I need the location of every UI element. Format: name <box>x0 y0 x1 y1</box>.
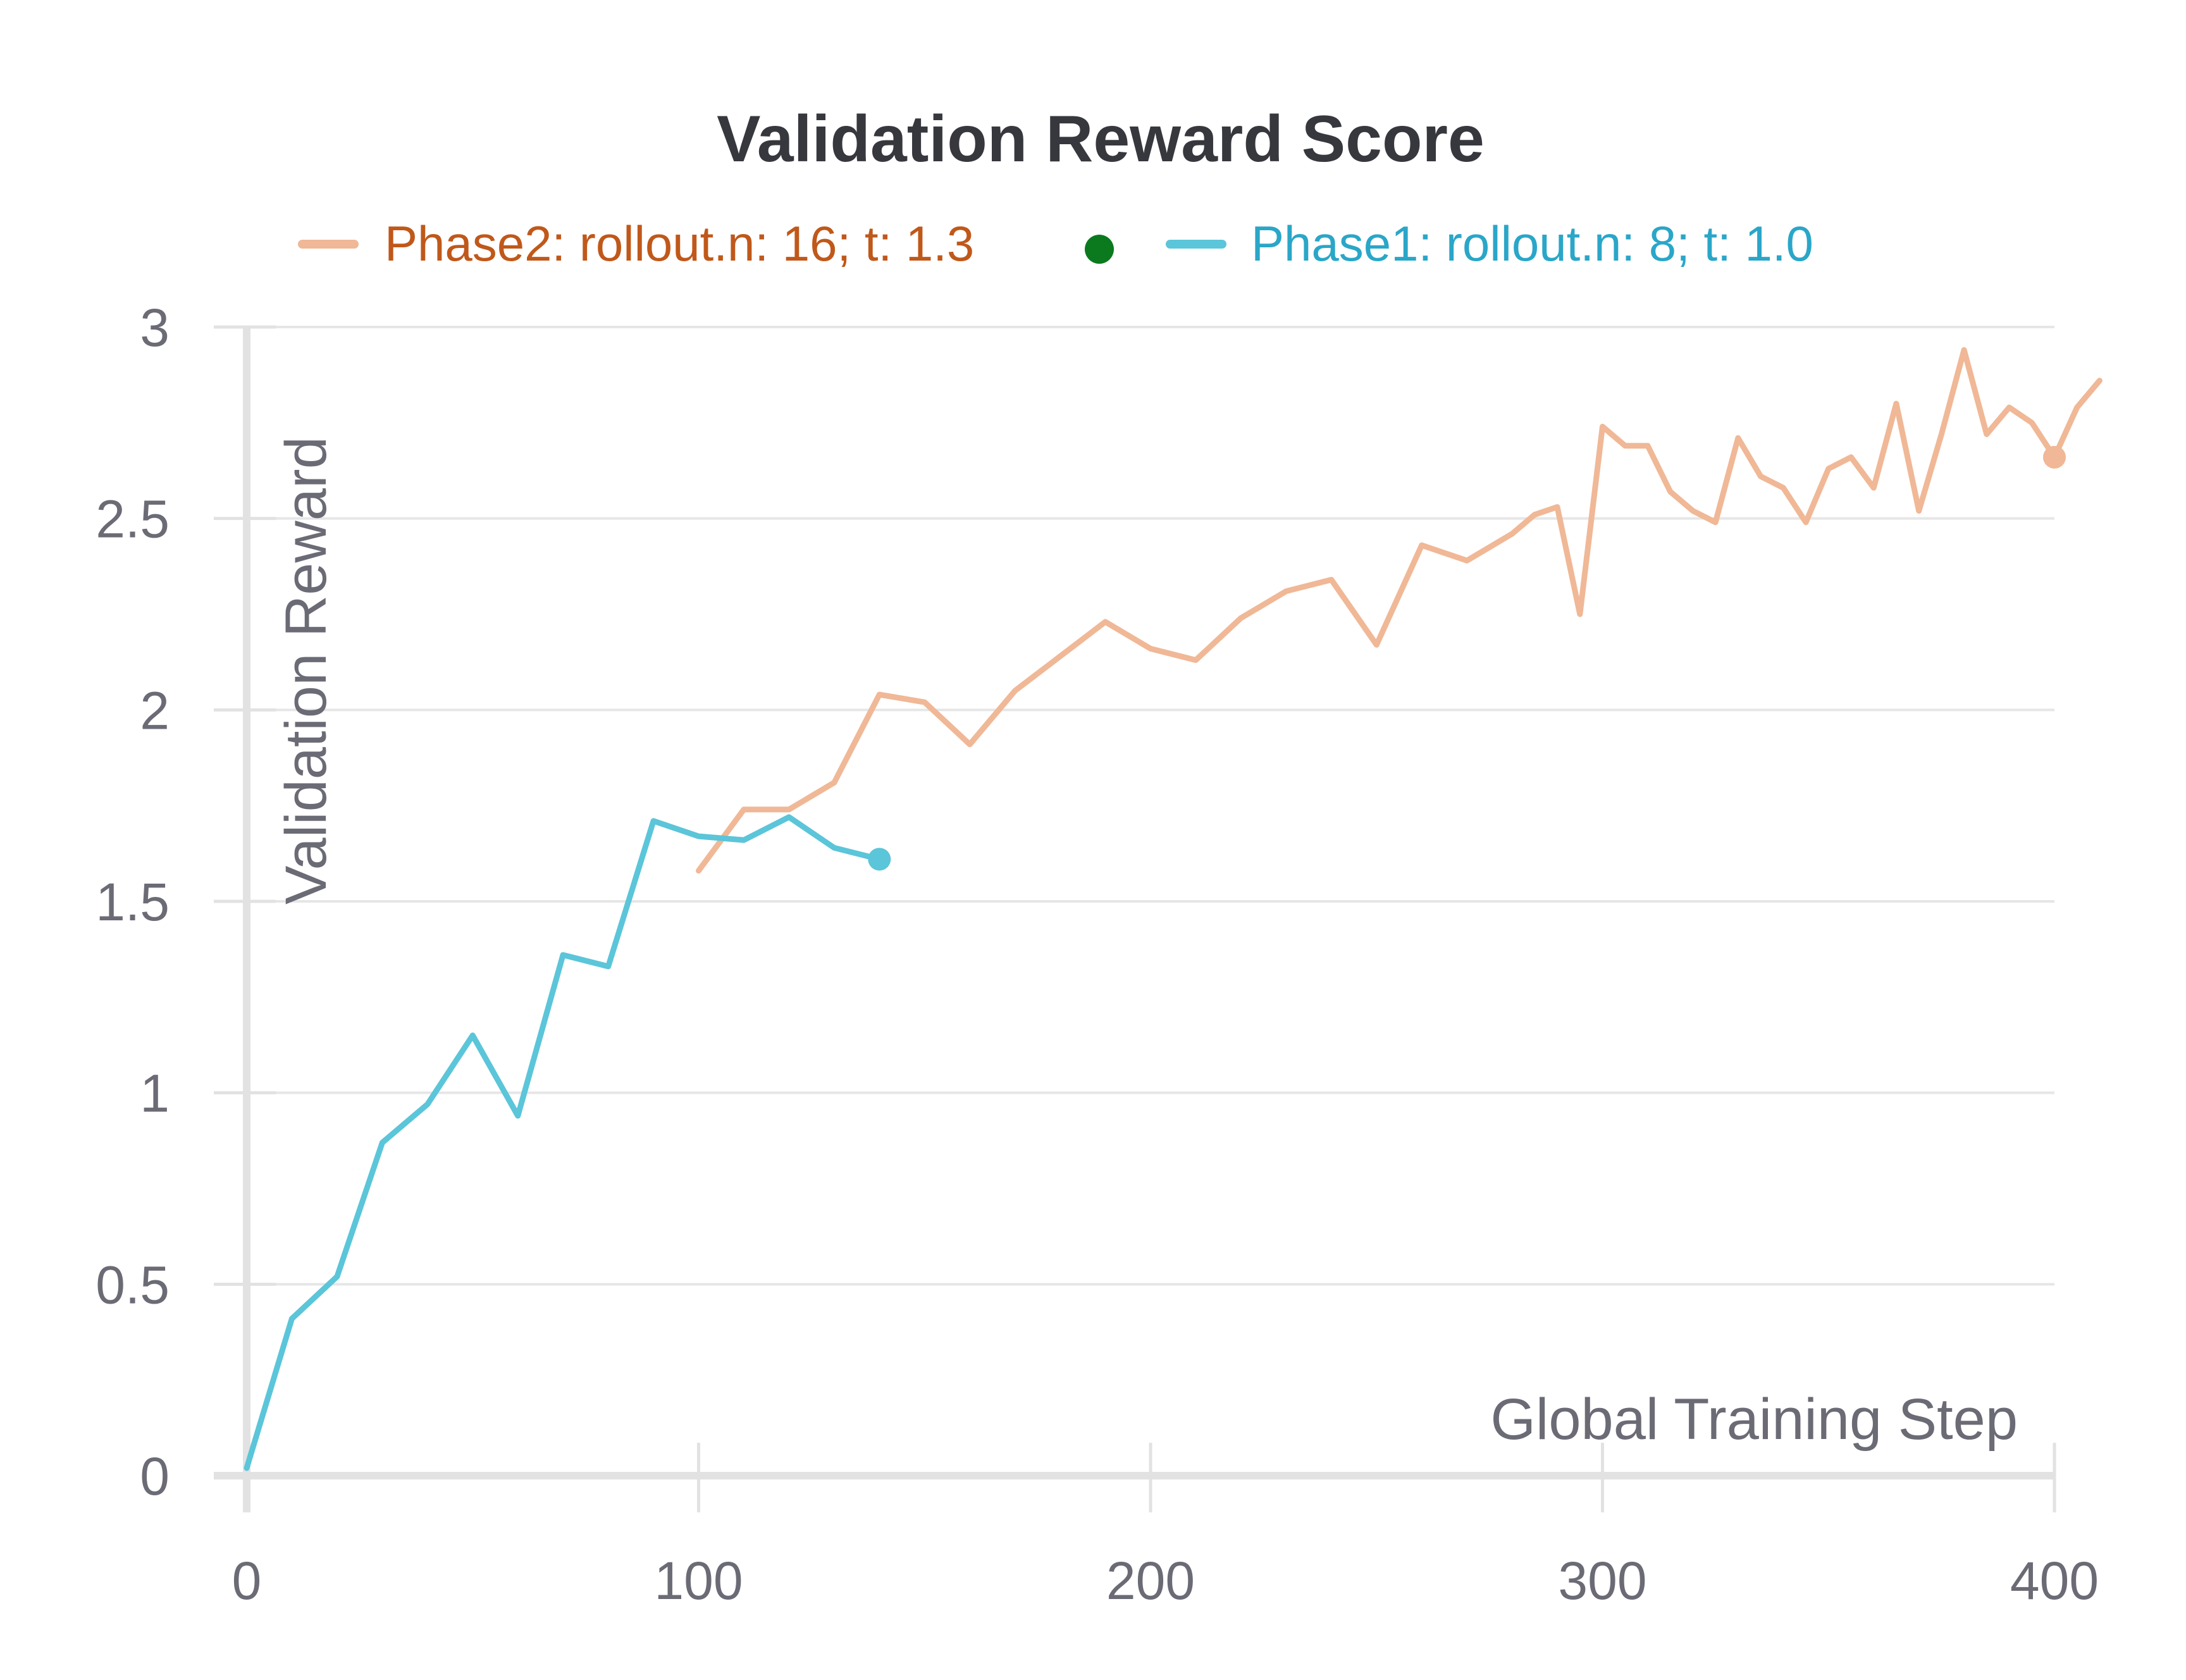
x-tick-label: 100 <box>654 1551 743 1610</box>
y-tick-label: 3 <box>140 298 170 357</box>
y-tick-label: 2 <box>140 681 170 740</box>
x-axis-label: Global Training Step <box>1490 1387 2018 1452</box>
x-tick-label: 300 <box>1558 1551 1646 1610</box>
chart-title: Validation Reward Score <box>717 102 1485 176</box>
x-tick-label: 200 <box>1106 1551 1195 1610</box>
legend: Phase2: rollout.n: 16; t: 1.3 Phase1: ro… <box>298 216 1813 271</box>
series-line-phase2[interactable] <box>696 347 2103 874</box>
y-tick-label: 2.5 <box>96 490 170 549</box>
legend-item-phase2[interactable]: Phase2: rollout.n: 16; t: 1.3 <box>298 216 1114 271</box>
legend-marker-phase2 <box>1085 235 1114 264</box>
series-line-phase1[interactable] <box>244 814 882 1471</box>
y-tick-label: 0 <box>140 1447 170 1506</box>
legend-label-phase2: Phase2: rollout.n: 16; t: 1.3 <box>385 216 974 271</box>
plot-area: 0 0.5 1 1.5 2 2.5 3 0 100 200 300 400 <box>96 298 2103 1610</box>
y-tick-label: 1.5 <box>96 872 170 932</box>
x-tick-label: 400 <box>2010 1551 2099 1610</box>
y-tick-label: 1 <box>140 1064 170 1123</box>
y-tick-label: 0.5 <box>96 1255 170 1314</box>
series-end-marker-phase2 <box>2043 445 2066 469</box>
legend-label-phase1: Phase1: rollout.n: 8; t: 1.0 <box>1251 216 1813 271</box>
x-tick-label: 0 <box>232 1551 262 1610</box>
legend-item-phase1[interactable]: Phase1: rollout.n: 8; t: 1.0 <box>1166 216 1813 271</box>
y-axis-label: Validation Reward <box>274 436 338 905</box>
series-end-marker-phase1 <box>868 848 891 871</box>
